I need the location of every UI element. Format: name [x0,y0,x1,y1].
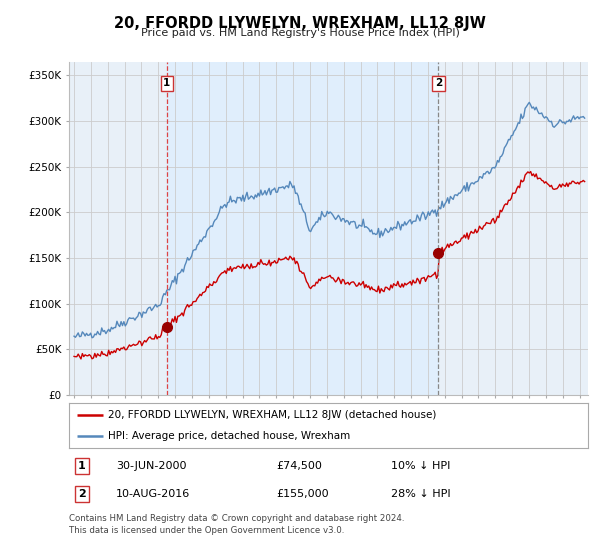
Text: £74,500: £74,500 [277,461,322,471]
Text: 28% ↓ HPI: 28% ↓ HPI [391,489,451,499]
Text: 30-JUN-2000: 30-JUN-2000 [116,461,186,471]
Text: 10-AUG-2016: 10-AUG-2016 [116,489,190,499]
Text: 1: 1 [78,461,86,471]
Text: 1: 1 [163,78,170,88]
Text: HPI: Average price, detached house, Wrexham: HPI: Average price, detached house, Wrex… [108,431,350,441]
Text: Price paid vs. HM Land Registry's House Price Index (HPI): Price paid vs. HM Land Registry's House … [140,28,460,38]
Text: 2: 2 [435,78,442,88]
Text: 10% ↓ HPI: 10% ↓ HPI [391,461,450,471]
Text: 20, FFORDD LLYWELYN, WREXHAM, LL12 8JW (detached house): 20, FFORDD LLYWELYN, WREXHAM, LL12 8JW (… [108,410,436,421]
Bar [167,62,439,395]
Text: Contains HM Land Registry data © Crown copyright and database right 2024.
This d: Contains HM Land Registry data © Crown c… [69,514,404,535]
Text: £155,000: £155,000 [277,489,329,499]
Text: 20, FFORDD LLYWELYN, WREXHAM, LL12 8JW: 20, FFORDD LLYWELYN, WREXHAM, LL12 8JW [114,16,486,31]
Text: 2: 2 [78,489,86,499]
